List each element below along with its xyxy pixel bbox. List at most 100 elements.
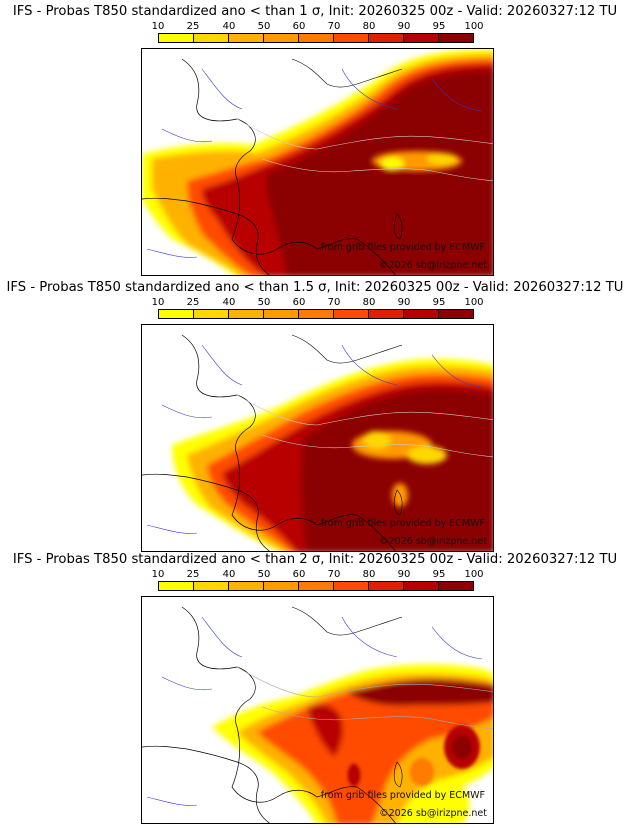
copyright-credit: ©2026 sb@irizpne.net [379, 260, 487, 271]
colorbar-swatch [334, 34, 369, 42]
colorbar-swatch [264, 34, 299, 42]
colorbar-swatch [159, 34, 194, 42]
colorbar-swatch [194, 582, 229, 590]
data-source-credit: from grib files provided by ECMWF [320, 242, 485, 253]
colorbar-swatch [299, 310, 334, 318]
colorbar-swatch [299, 34, 334, 42]
rivers [146, 68, 483, 258]
alps-low-prob-patch [372, 151, 462, 171]
colorbar-tick: 60 [292, 297, 306, 308]
coastline [181, 58, 396, 275]
panel-title: IFS - Probas T850 standardized ano < tha… [12, 552, 618, 567]
colorbar-swatch [369, 34, 404, 42]
colorbar-swatch [264, 582, 299, 590]
copyright-credit: ©2026 sb@irizpne.net [379, 808, 487, 819]
colorbar-tick-labels: 10 25 40 50 60 70 80 90 95 100 [141, 297, 491, 309]
colorbar-swatch [369, 310, 404, 318]
data-source-credit: from grib files provided by ECMWF [320, 518, 485, 529]
colorbar-tick: 70 [327, 21, 341, 32]
colorbar-swatch [404, 582, 439, 590]
colorbar-tick: 95 [432, 21, 446, 32]
data-source-credit: from grib files provided by ECMWF [320, 790, 485, 801]
rivers [146, 344, 483, 534]
colorbar-swatch [159, 582, 194, 590]
colorbar-swatch [194, 310, 229, 318]
colorbar-tick: 90 [397, 297, 411, 308]
map-graphic [142, 334, 493, 551]
map-graphic [142, 49, 493, 275]
colorbar-swatch [159, 310, 194, 318]
colorbar-tick: 50 [257, 21, 271, 32]
rivers [146, 616, 483, 806]
colorbar-tick: 50 [257, 297, 271, 308]
colorbar-tick: 80 [362, 21, 376, 32]
coastline [142, 745, 270, 823]
colorbar-tick: 60 [292, 569, 306, 580]
admin-borders [236, 394, 493, 426]
colorbar-swatch [369, 582, 404, 590]
colorbar-tick: 90 [397, 569, 411, 580]
coastline [181, 606, 396, 823]
map-panel-2: IFS - Probas T850 standardized ano < tha… [0, 276, 630, 552]
colorbar-swatch [404, 34, 439, 42]
colorbar [158, 309, 474, 319]
colorbar-swatch [229, 582, 264, 590]
colorbar-tick: 25 [186, 569, 200, 580]
colorbar-swatch [439, 310, 473, 318]
colorbar-swatch [229, 310, 264, 318]
panel-title: IFS - Probas T850 standardized ano < tha… [6, 280, 624, 295]
colorbar-tick: 60 [292, 21, 306, 32]
colorbar-swatch [194, 34, 229, 42]
colorbar-tick: 95 [432, 297, 446, 308]
island-corsica [393, 213, 403, 240]
probability-field [142, 49, 493, 275]
colorbar-tick: 70 [327, 297, 341, 308]
colorbar-swatch [299, 582, 334, 590]
admin-borders [261, 434, 493, 458]
coastline [142, 197, 270, 275]
colorbar-tick: 40 [222, 569, 236, 580]
copyright-credit: ©2026 sb@irizpne.net [379, 536, 487, 547]
colorbar-tick: 90 [397, 21, 411, 32]
island-corsica [393, 489, 403, 516]
colorbar-swatch [229, 34, 264, 42]
colorbar-tick: 10 [151, 569, 165, 580]
colorbar-swatch [439, 582, 473, 590]
colorbar-tick: 40 [222, 21, 236, 32]
panel-title: IFS - Probas T850 standardized ano < tha… [12, 4, 618, 19]
coastline [291, 334, 403, 364]
coastline [291, 606, 403, 636]
colorbar-tick: 10 [151, 297, 165, 308]
probability-map: from grib files provided by ECMWF ©2026 … [141, 48, 494, 276]
colorbar-tick: 40 [222, 297, 236, 308]
colorbar-tick: 50 [257, 569, 271, 580]
coastline [142, 473, 270, 551]
colorbar-swatch [334, 582, 369, 590]
colorbar-tick: 70 [327, 569, 341, 580]
admin-borders [261, 706, 493, 730]
colorbar-swatch [264, 310, 299, 318]
colorbar-swatch [439, 34, 473, 42]
coastline [291, 58, 403, 88]
map-panel-3: IFS - Probas T850 standardized ano < tha… [0, 548, 630, 824]
colorbar [158, 33, 474, 43]
probability-map: from grib files provided by ECMWF ©2026 … [141, 596, 494, 824]
geography-lines [142, 606, 493, 823]
admin-borders [236, 666, 493, 698]
coastline [181, 334, 396, 551]
colorbar-tick: 100 [464, 21, 484, 32]
colorbar [158, 581, 474, 591]
admin-borders [261, 158, 493, 182]
colorbar-tick: 95 [432, 569, 446, 580]
map-graphic [142, 606, 493, 823]
colorbar-tick-labels: 10 25 40 50 60 70 80 90 95 100 [141, 569, 491, 581]
colorbar-tick: 100 [464, 297, 484, 308]
map-panel-1: IFS - Probas T850 standardized ano < tha… [0, 0, 630, 276]
colorbar-tick-labels: 10 25 40 50 60 70 80 90 95 100 [141, 21, 491, 33]
geography-lines [142, 58, 493, 275]
geography-lines [142, 334, 493, 551]
colorbar-tick: 80 [362, 297, 376, 308]
colorbar-tick: 80 [362, 569, 376, 580]
colorbar-tick: 100 [464, 569, 484, 580]
probability-map: from grib files provided by ECMWF ©2026 … [141, 324, 494, 552]
